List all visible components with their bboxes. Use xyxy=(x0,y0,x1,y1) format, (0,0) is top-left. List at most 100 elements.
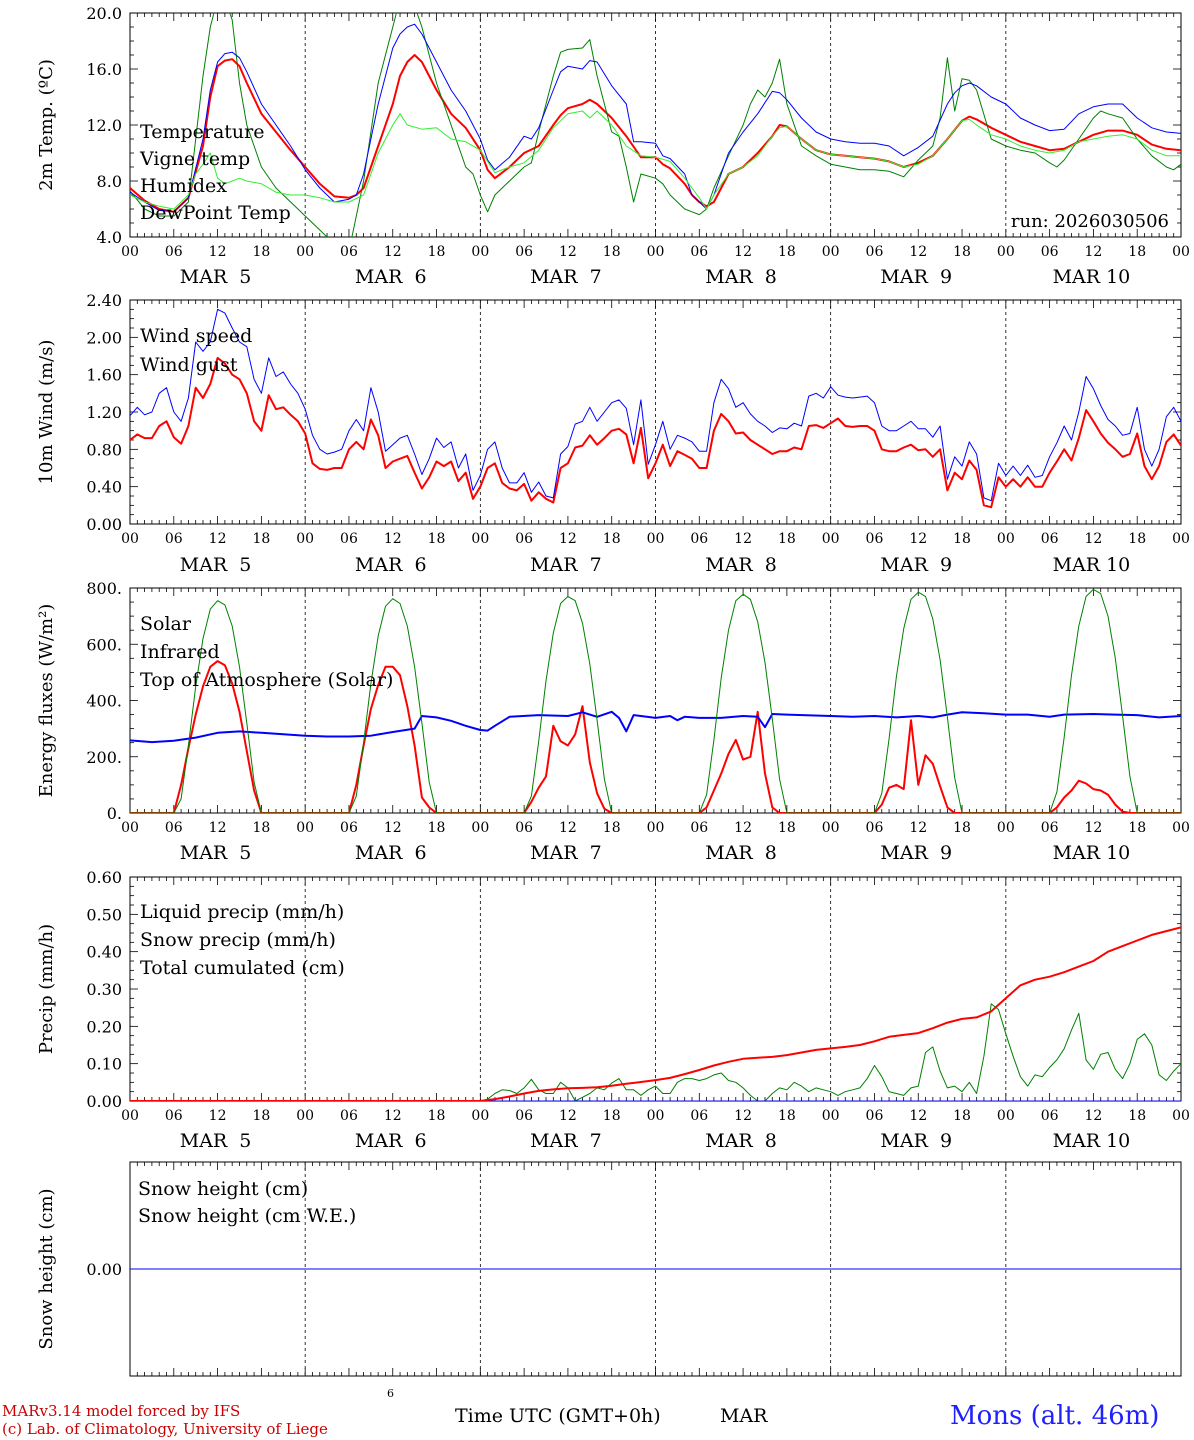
y-tick-label: 0.00 xyxy=(86,1092,122,1111)
x-tick-label: 00 xyxy=(997,531,1015,547)
y-tick-label: 0.00 xyxy=(86,1260,122,1279)
x-tick-label: 00 xyxy=(1172,244,1190,260)
lab-credit: (c) Lab. of Climatology, University of L… xyxy=(2,1420,328,1438)
x-tick-label: 06 xyxy=(1041,1108,1059,1124)
x-tick-label: 00 xyxy=(647,531,665,547)
x-tick-label: 12 xyxy=(909,820,927,836)
legend-entry: Snow height (cm W.E.) xyxy=(138,1205,356,1227)
day-label: MAR 7 xyxy=(530,1130,602,1152)
x-tick-label: 06 xyxy=(866,820,884,836)
panel-temp: 00 06 12 18 00 06 12 18 00 06 12 18 00 06 12 18 00 06 12 18… xyxy=(36,4,1190,288)
x-tick-label: 00 xyxy=(822,531,840,547)
x-tick-label: 18 xyxy=(252,531,270,547)
x-tick-label: 00 xyxy=(296,820,314,836)
x-tick-label: 00 xyxy=(296,1108,314,1124)
x-tick-label: 18 xyxy=(953,1108,971,1124)
y-tick-label: 4.0 xyxy=(97,228,122,247)
legend-entry: Vigne temp xyxy=(139,148,250,170)
x-tick-label: 12 xyxy=(1085,531,1103,547)
x-tick-label: 18 xyxy=(778,820,796,836)
x-tick-label: 00 xyxy=(121,820,139,836)
x-tick-label: 12 xyxy=(559,820,577,836)
y-tick-label: 0.50 xyxy=(86,905,122,924)
x-tick-label: 00 xyxy=(296,531,314,547)
legend-entry: Liquid precip (mm/h) xyxy=(140,901,344,923)
x-tick-label: 06 xyxy=(690,1108,708,1124)
series-line-liquid-precip-mm-h xyxy=(130,1003,1181,1101)
series-group xyxy=(130,13,1181,237)
y-tick-label: 800. xyxy=(86,579,122,598)
x-tick-label: 06 xyxy=(866,531,884,547)
legend-entry: DewPoint Temp xyxy=(140,202,291,224)
day-label: MAR 9 xyxy=(880,1130,952,1152)
series-line-dewpoint-temp xyxy=(130,110,1181,210)
y-tick-label: 0.60 xyxy=(86,868,122,887)
day-label: MAR 10 xyxy=(1053,1130,1131,1152)
x-tick-label: 12 xyxy=(209,1108,227,1124)
x-tick-label: 00 xyxy=(647,820,665,836)
small-day-label: 6 xyxy=(387,1387,394,1400)
x-tick-label: 00 xyxy=(471,820,489,836)
x-tick-label: 12 xyxy=(909,1108,927,1124)
day-label: MAR 8 xyxy=(705,1130,777,1152)
x-tick-label: 06 xyxy=(165,244,183,260)
x-tick-label: 06 xyxy=(690,244,708,260)
x-tick-label: 00 xyxy=(121,531,139,547)
y-tick-label: 1.60 xyxy=(86,366,122,385)
x-tick-label: 06 xyxy=(165,1108,183,1124)
x-tick-label: 18 xyxy=(778,244,796,260)
x-tick-label: 00 xyxy=(647,244,665,260)
y-tick-label: 200. xyxy=(86,748,122,767)
y-axis-title: Energy fluxes (W/m²) xyxy=(36,604,57,798)
y-tick-label: 0.80 xyxy=(86,440,122,459)
x-tick-label: 18 xyxy=(428,531,446,547)
x-tick-label: 18 xyxy=(603,820,621,836)
x-tick-label: 12 xyxy=(209,244,227,260)
x-tick-label: 12 xyxy=(1085,820,1103,836)
x-tick-label: 18 xyxy=(778,1108,796,1124)
x-tick-label: 00 xyxy=(1172,531,1190,547)
x-tick-label: 06 xyxy=(1041,531,1059,547)
y-tick-label: 16.0 xyxy=(86,60,122,79)
day-label: MAR 8 xyxy=(705,554,777,576)
x-tick-label: 00 xyxy=(296,244,314,260)
x-tick-label: 06 xyxy=(165,820,183,836)
panel-snow: 0.00 Snow height (cm) Snow height (cm) Snow… xyxy=(36,1161,1182,1377)
x-tick-label: 18 xyxy=(953,531,971,547)
y-tick-label: 400. xyxy=(86,692,122,711)
day-label: MAR 9 xyxy=(880,554,952,576)
day-label: MAR 7 xyxy=(530,554,602,576)
y-tick-label: 1.20 xyxy=(86,403,122,422)
x-tick-label: 06 xyxy=(340,244,358,260)
x-tick-label: 06 xyxy=(340,1108,358,1124)
day-label: MAR 7 xyxy=(530,842,602,864)
x-tick-label: 06 xyxy=(866,1108,884,1124)
x-tick-label: 00 xyxy=(121,244,139,260)
x-tick-label: 06 xyxy=(1041,820,1059,836)
time-axis-label: Time UTC (GMT+0h) xyxy=(455,1405,661,1427)
x-tick-label: 18 xyxy=(428,1108,446,1124)
panel-energy: 00 06 12 18 00 06 12 18 00 06 12 18 00 06 12 18 00 06 12 18… xyxy=(36,579,1190,864)
run-annotation: run: 2026030506 xyxy=(1011,211,1169,232)
x-tick-label: 12 xyxy=(209,820,227,836)
day-label: MAR 6 xyxy=(355,1130,427,1152)
day-label: MAR 8 xyxy=(705,842,777,864)
y-tick-label: 0.40 xyxy=(86,943,122,962)
day-label: MAR 5 xyxy=(180,842,252,864)
day-label: MAR 6 xyxy=(355,842,427,864)
day-label: MAR 5 xyxy=(180,266,252,288)
x-tick-label: 06 xyxy=(515,820,533,836)
station-label: Mons (alt. 46m) xyxy=(950,1401,1160,1431)
x-tick-label: 12 xyxy=(559,1108,577,1124)
x-tick-label: 18 xyxy=(603,244,621,260)
day-label: MAR 5 xyxy=(180,554,252,576)
x-tick-label: 12 xyxy=(734,531,752,547)
legend-entry: Temperature xyxy=(140,121,264,143)
legend-entry: Snow height (cm) xyxy=(138,1178,308,1200)
series-line-solar xyxy=(130,660,1181,813)
y-tick-label: 0.10 xyxy=(86,1055,122,1074)
x-tick-label: 00 xyxy=(647,1108,665,1124)
legend-entry: Top of Atmosphere (Solar) xyxy=(140,669,393,691)
legend-entry: Solar xyxy=(140,613,192,635)
y-tick-label: 0.40 xyxy=(86,478,122,497)
